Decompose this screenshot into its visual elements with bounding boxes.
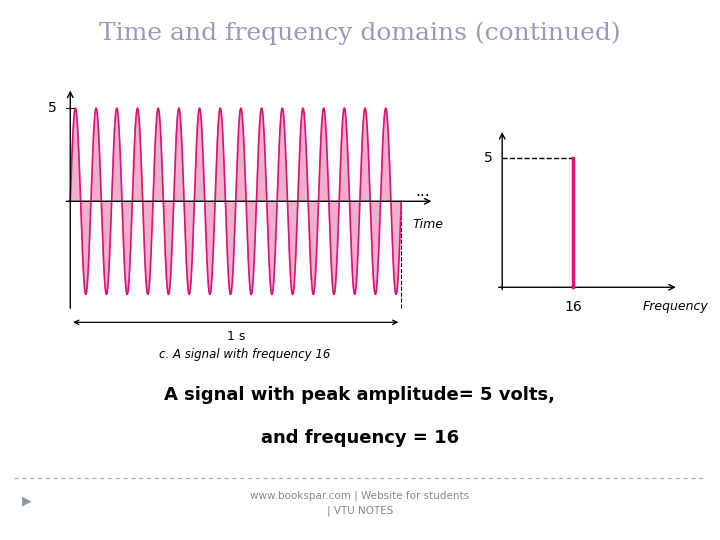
Text: | VTU NOTES: | VTU NOTES — [327, 505, 393, 516]
Text: c. A signal with frequency 16: c. A signal with frequency 16 — [159, 348, 330, 361]
Text: and frequency = 16: and frequency = 16 — [261, 429, 459, 447]
Text: www.bookspar.com | Website for students: www.bookspar.com | Website for students — [251, 490, 469, 501]
Text: 1 s: 1 s — [227, 330, 245, 343]
Text: A signal with peak amplitude= 5 volts,: A signal with peak amplitude= 5 volts, — [164, 386, 556, 404]
Text: 5: 5 — [48, 101, 57, 115]
Text: 16: 16 — [564, 300, 582, 314]
Text: 5: 5 — [484, 151, 492, 165]
Text: Time: Time — [413, 218, 444, 231]
Text: ...: ... — [415, 185, 430, 199]
Text: Time and frequency domains (continued): Time and frequency domains (continued) — [99, 22, 621, 45]
Text: ▶: ▶ — [22, 495, 31, 508]
Text: Frequency: Frequency — [642, 300, 708, 313]
